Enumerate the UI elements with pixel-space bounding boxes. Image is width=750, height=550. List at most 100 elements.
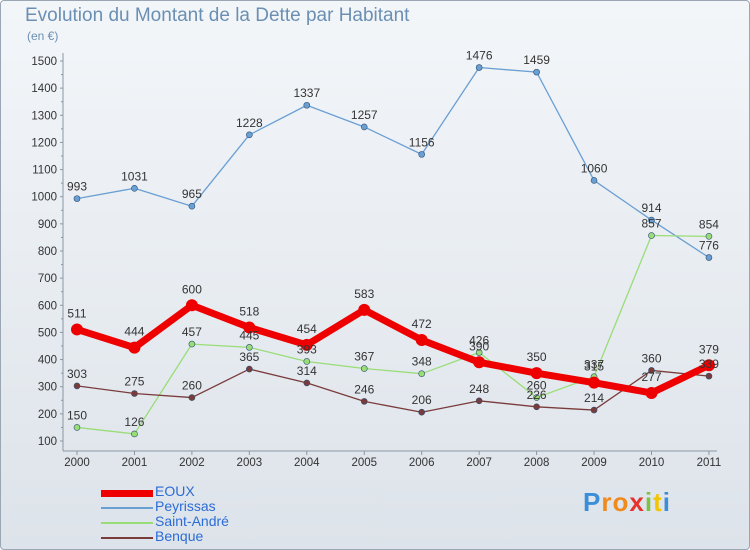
data-label: 214 — [584, 391, 604, 405]
logo-letter: i — [662, 487, 671, 517]
x-tick-label: 2001 — [122, 457, 148, 469]
series-line-peyrissas — [76, 66, 710, 259]
chart-title: Evolution du Montant de la Dette par Hab… — [25, 5, 410, 26]
data-point — [475, 349, 483, 356]
data-label: 226 — [527, 388, 547, 402]
data-label: 390 — [469, 339, 489, 353]
data-point — [303, 358, 311, 365]
data-point — [590, 177, 598, 184]
data-label: 965 — [182, 187, 202, 201]
x-tick-label: 2007 — [466, 457, 492, 469]
data-label: 854 — [699, 217, 719, 231]
data-label: 275 — [124, 375, 144, 389]
data-label: 1337 — [293, 86, 320, 100]
data-point — [475, 397, 483, 405]
data-label: 1459 — [523, 53, 550, 67]
x-tick-label: 2008 — [524, 457, 550, 469]
data-label: 1476 — [466, 49, 493, 63]
data-point — [185, 299, 198, 312]
y-tick-label: 1200 — [31, 137, 57, 149]
data-point — [533, 68, 540, 76]
data-label: 393 — [297, 342, 317, 356]
data-label: 314 — [297, 364, 317, 378]
data-label: 248 — [469, 382, 489, 396]
data-point — [131, 430, 138, 438]
legend-swatch — [101, 537, 153, 539]
x-tick-label: 2003 — [237, 457, 263, 469]
data-point — [705, 372, 713, 380]
data-label: 518 — [239, 305, 259, 319]
data-label: 426 — [469, 334, 489, 348]
legend-label: EOUX — [155, 483, 195, 499]
data-label: 365 — [239, 350, 259, 364]
y-tick-label: 1100 — [32, 165, 57, 177]
data-point — [533, 403, 540, 411]
data-label: 472 — [412, 317, 432, 331]
data-point — [73, 195, 81, 202]
y-tick-label: 900 — [38, 219, 57, 231]
data-point — [303, 379, 311, 387]
data-point — [246, 131, 253, 139]
x-tick-label: 2000 — [64, 457, 90, 469]
data-point — [702, 359, 715, 372]
data-point — [358, 303, 371, 316]
data-label: 315 — [584, 360, 604, 374]
data-point — [418, 408, 426, 416]
x-tick-label: 2010 — [639, 457, 665, 469]
data-point — [131, 390, 138, 397]
data-label: 206 — [412, 393, 432, 407]
logo-letter: r — [601, 487, 613, 517]
series-line-saint-andr- — [76, 234, 709, 435]
series-line-benque — [76, 368, 710, 413]
data-label: 360 — [641, 351, 661, 365]
logo-letter: i — [644, 487, 654, 517]
data-point — [648, 232, 655, 239]
data-point — [648, 216, 655, 224]
logo-letter: P — [583, 487, 602, 517]
data-label: 857 — [641, 217, 661, 231]
data-point — [243, 321, 256, 334]
data-label: 277 — [641, 370, 661, 384]
data-label: 914 — [641, 201, 661, 215]
data-label: 1156 — [409, 135, 435, 149]
x-tick-label: 2009 — [581, 457, 607, 469]
y-tick-label: 100 — [38, 436, 57, 448]
data-point — [73, 424, 81, 431]
data-point — [246, 344, 253, 351]
data-point — [705, 254, 713, 261]
data-label: 303 — [67, 367, 87, 381]
x-tick-label: 2004 — [294, 457, 320, 469]
x-tick-label: 2002 — [179, 457, 205, 469]
data-label: 600 — [182, 282, 202, 296]
data-label: 350 — [527, 350, 547, 364]
y-axis-unit: (en €) — [27, 29, 59, 43]
data-label: 1060 — [581, 161, 608, 175]
y-tick-label: 400 — [38, 355, 57, 367]
y-tick-label: 500 — [38, 327, 57, 339]
y-tick-label: 1400 — [31, 83, 57, 95]
data-point — [533, 394, 540, 401]
data-label: 348 — [412, 355, 432, 369]
logo-letter: x — [629, 487, 645, 517]
data-point — [71, 323, 83, 336]
data-point — [73, 382, 81, 390]
data-point — [246, 365, 253, 373]
legend-label: Saint-André — [155, 513, 229, 529]
data-label: 1257 — [351, 108, 378, 122]
data-label: 454 — [297, 322, 317, 336]
data-label: 260 — [182, 379, 202, 393]
data-label: 511 — [67, 306, 86, 320]
y-tick-label: 800 — [38, 246, 57, 258]
data-point — [475, 64, 483, 71]
y-tick-label: 1500 — [31, 56, 57, 68]
data-label: 367 — [354, 350, 374, 364]
data-point — [415, 334, 428, 347]
data-label: 337 — [584, 358, 604, 372]
data-point — [418, 370, 426, 377]
data-point — [360, 398, 368, 405]
data-label: 260 — [527, 379, 547, 393]
data-label: 1031 — [121, 169, 148, 183]
data-point — [360, 123, 368, 131]
